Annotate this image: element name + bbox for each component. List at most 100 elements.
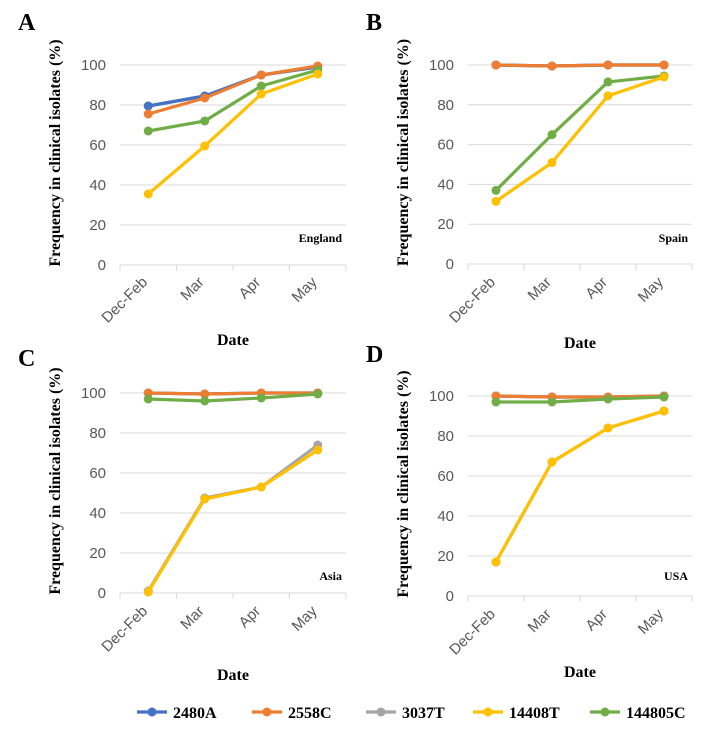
y-tick-label: 40 [89, 177, 106, 194]
y-tick-label: 60 [89, 465, 106, 482]
series-line [495, 75, 665, 203]
region-annotation: USA [664, 569, 688, 583]
y-tick-label: 0 [446, 588, 454, 605]
y-tick-label: 80 [89, 425, 106, 442]
data-point [143, 109, 153, 119]
data-point [547, 158, 557, 168]
y-tick-label: 80 [437, 428, 454, 445]
series-line [146, 448, 319, 593]
panel-letter: A [18, 10, 36, 36]
data-point [143, 101, 153, 111]
data-point [256, 482, 266, 492]
series-line [147, 68, 319, 133]
legend-item-14408T: 14408T [473, 705, 560, 722]
series-2558C [491, 60, 669, 71]
y-axis-title: Frequency in clinical isolates (%) [47, 367, 64, 594]
legend-swatch-marker [147, 707, 157, 717]
data-point [491, 557, 501, 567]
legend-label: 144805C [626, 705, 686, 722]
y-axis-title: Frequency in clinical isolates (%) [395, 39, 412, 266]
series-14408T [143, 69, 323, 199]
y-tick-label: 100 [429, 57, 454, 74]
series-14408T [491, 72, 669, 206]
y-tick-label: 40 [437, 176, 454, 193]
legend-label: 2558C [288, 705, 332, 722]
y-tick-label: 40 [437, 508, 454, 525]
legend-swatch-marker [483, 707, 493, 717]
data-point [313, 389, 323, 399]
y-tick-label: 0 [446, 256, 454, 273]
data-point [143, 126, 153, 136]
legend-item-2558C: 2558C [252, 705, 332, 722]
series-line [147, 72, 319, 196]
data-point [603, 394, 613, 404]
data-point [143, 587, 153, 597]
data-point [313, 445, 323, 455]
data-point [200, 93, 210, 103]
legend-item-144805C: 144805C [590, 705, 686, 722]
data-point [659, 392, 669, 402]
series-line [494, 409, 665, 563]
y-tick-label: 0 [98, 257, 106, 274]
data-point [491, 196, 501, 206]
data-point [143, 394, 153, 404]
x-axis-title: Date [217, 667, 249, 684]
y-tick-label: 60 [437, 468, 454, 485]
series-line [148, 391, 318, 396]
region-annotation: Spain [659, 231, 689, 245]
legend-label: 2480A [173, 705, 217, 722]
region-annotation: England [299, 231, 343, 245]
y-tick-label: 100 [81, 385, 106, 402]
data-point [313, 69, 323, 79]
data-point [659, 60, 669, 70]
y-tick-label: 100 [81, 57, 106, 74]
data-point [256, 70, 266, 80]
y-tick-label: 60 [89, 137, 106, 154]
y-tick-label: 20 [89, 545, 106, 562]
data-point [143, 189, 153, 199]
y-axis-title: Frequency in clinical isolates (%) [47, 39, 64, 266]
y-tick-label: 80 [437, 97, 454, 114]
data-point [603, 60, 613, 70]
x-axis-title: Date [564, 664, 596, 681]
legend-item-3037T: 3037T [366, 705, 445, 722]
y-tick-label: 40 [89, 505, 106, 522]
legend-swatch-marker [376, 707, 386, 717]
region-annotation: Asia [319, 569, 342, 583]
panel-letter: D [366, 342, 383, 368]
legend-swatch-marker [262, 707, 272, 717]
panel-letter: C [18, 346, 35, 372]
x-axis-title: Date [564, 335, 596, 352]
series-line [494, 74, 665, 192]
data-point [491, 60, 501, 70]
series-144805C [143, 389, 323, 406]
y-tick-label: 80 [89, 97, 106, 114]
data-point [603, 423, 613, 433]
series-14408T [143, 445, 323, 597]
series-line [147, 64, 319, 116]
panel-letter: B [366, 10, 382, 36]
legend-label: 14408T [509, 705, 560, 722]
data-point [200, 389, 210, 399]
x-axis-title: Date [217, 332, 249, 349]
data-point [200, 494, 210, 504]
data-point [659, 406, 669, 416]
data-point [491, 185, 501, 195]
series-line [496, 395, 665, 404]
legend: 2480A 2558C 3037T 14408T 144805C [137, 705, 686, 722]
data-point [200, 141, 210, 151]
y-tick-label: 0 [98, 585, 106, 602]
legend-swatch-marker [600, 707, 610, 717]
series-144805C [143, 65, 323, 136]
y-tick-label: 20 [437, 548, 454, 565]
data-point [603, 91, 613, 101]
y-tick-label: 20 [437, 216, 454, 233]
data-point [491, 397, 501, 407]
series-14408T [491, 406, 669, 567]
data-point [547, 61, 557, 71]
series-144805C [491, 71, 669, 195]
data-point [256, 393, 266, 403]
y-axis-title: Frequency in clinical isolates (%) [395, 370, 412, 597]
data-point [603, 77, 613, 87]
